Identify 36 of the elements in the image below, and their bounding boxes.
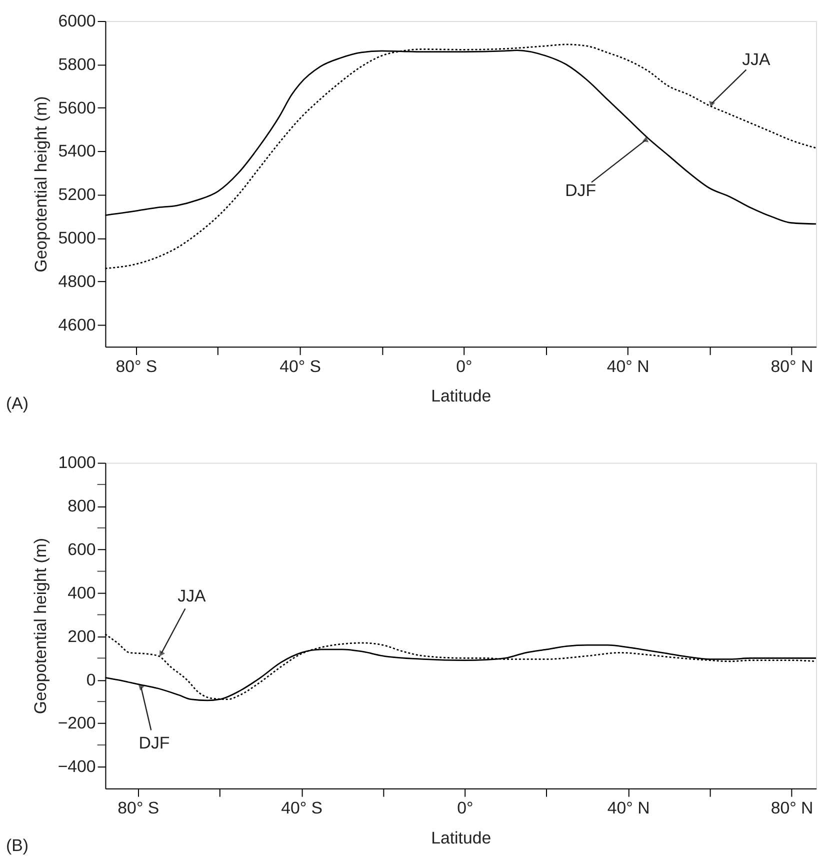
y-axis-title: Geopotential height (m) <box>31 96 50 272</box>
y-tick-label: 0 <box>86 670 96 690</box>
x-axis-title: Latitude <box>431 386 492 406</box>
y-tick-label: 5400 <box>58 142 96 161</box>
y-tick-label: 5800 <box>58 54 96 74</box>
x-tick-label: 40° N <box>607 798 650 818</box>
y-tick-label: 5600 <box>58 98 96 118</box>
y-tick-label: 200 <box>68 626 96 646</box>
x-tick-label: 80° N <box>770 798 814 818</box>
x-tick-label: 80° S <box>116 356 158 376</box>
x-tick-label: 0° <box>457 798 474 818</box>
x-tick-label: 40° N <box>606 356 650 376</box>
text: (A) <box>6 394 28 414</box>
y-tick-label: 4800 <box>58 272 96 291</box>
annotation: DJF <box>138 734 170 753</box>
y-tick-label: 6000 <box>58 11 96 30</box>
annotation: JJA <box>742 50 771 69</box>
x-tick-label: 0° <box>456 356 472 376</box>
x-tick-label: 80° N <box>770 356 814 376</box>
y-tick-label: 400 <box>68 583 96 602</box>
x-tick-label: 80° S <box>118 798 160 818</box>
y-axis-title: Geopotential height (m) <box>30 538 50 714</box>
x-tick-label: 40° S <box>280 356 322 376</box>
y-tick-label: 1000 <box>58 453 96 472</box>
y-tick-label: 5200 <box>58 185 96 204</box>
text: (B) <box>6 836 28 855</box>
y-tick-label: 5000 <box>58 228 96 248</box>
y-tick-label: 4600 <box>58 315 96 334</box>
annotation: JJA <box>178 586 207 606</box>
y-tick-label: 600 <box>68 540 96 560</box>
y-tick-label: −200 <box>58 714 96 733</box>
x-tick-label: 40° S <box>281 798 323 818</box>
y-tick-label: 800 <box>68 496 96 516</box>
annotation: DJF <box>565 180 596 200</box>
x-axis-title: Latitude <box>431 828 492 848</box>
y-tick-label: −400 <box>58 757 96 776</box>
